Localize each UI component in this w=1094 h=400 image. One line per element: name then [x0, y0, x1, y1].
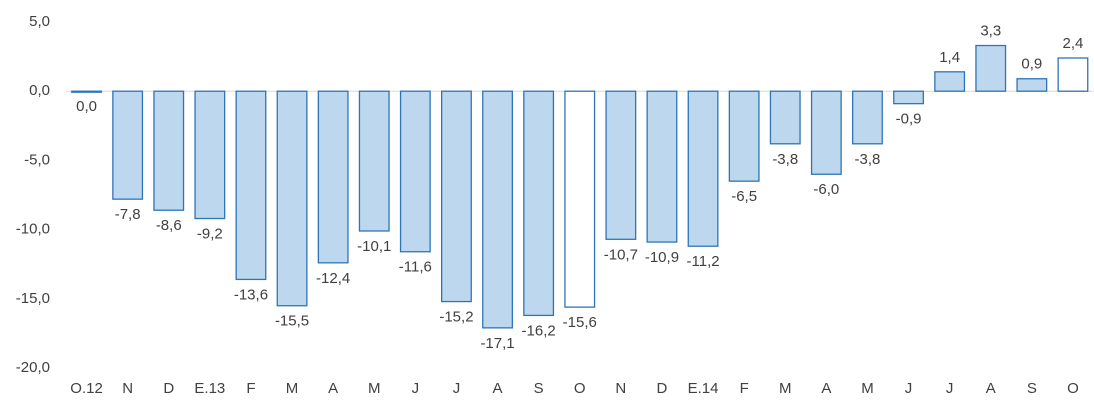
value-label: 0,0 — [76, 98, 97, 115]
bar — [1057, 57, 1089, 92]
value-label: -0,9 — [896, 111, 922, 128]
bar — [934, 71, 966, 92]
bar — [317, 90, 349, 264]
bar — [153, 90, 185, 211]
value-label: -11,6 — [399, 259, 432, 276]
value-label: -13,6 — [234, 286, 268, 303]
y-tick-label: -15,0 — [16, 290, 50, 307]
x-tick-label: F — [246, 380, 255, 397]
y-tick-label: -10,0 — [16, 221, 50, 238]
bar — [1016, 78, 1048, 92]
x-tick-label: E.13 — [194, 380, 225, 397]
value-label: 2,4 — [1063, 35, 1084, 52]
x-tick-label: M — [286, 380, 299, 397]
bar — [646, 90, 678, 243]
value-label: 0,9 — [1021, 56, 1042, 73]
bar — [235, 90, 267, 281]
y-tick-label: 0,0 — [29, 82, 50, 99]
value-label: -8,6 — [156, 217, 182, 234]
bar — [852, 90, 883, 145]
x-tick-label: N — [615, 380, 626, 397]
value-label: -3,8 — [855, 151, 881, 168]
x-tick-label: S — [534, 380, 544, 397]
bar — [441, 90, 472, 303]
bar — [482, 90, 513, 329]
x-tick-label: E.14 — [688, 380, 719, 397]
bar — [358, 90, 390, 232]
bar — [975, 44, 1007, 92]
x-tick-label: D — [163, 380, 174, 397]
bar — [810, 90, 842, 175]
bar — [71, 90, 102, 93]
value-label: -10,7 — [604, 246, 638, 263]
x-tick-label: O — [574, 380, 586, 397]
y-tick-label: -5,0 — [24, 151, 50, 168]
bar — [728, 90, 760, 182]
value-label: -3,8 — [772, 151, 798, 168]
value-label: -11,2 — [687, 253, 720, 270]
x-tick-label: A — [986, 380, 996, 397]
x-tick-label: J — [453, 380, 461, 397]
value-label: 3,3 — [980, 22, 1001, 39]
value-label: -10,1 — [357, 238, 391, 255]
x-tick-label: M — [779, 380, 792, 397]
bar — [893, 90, 924, 105]
value-label: -10,9 — [645, 249, 679, 266]
bar — [769, 90, 801, 145]
x-tick-label: A — [493, 380, 503, 397]
bar — [112, 90, 144, 200]
y-tick-label: 5,0 — [29, 13, 50, 30]
bar — [564, 90, 596, 308]
value-label: -15,5 — [275, 313, 309, 330]
x-tick-label: J — [905, 380, 913, 397]
x-tick-label: O — [1067, 380, 1079, 397]
y-tick-label: -20,0 — [16, 359, 50, 376]
x-tick-label: N — [122, 380, 133, 397]
value-label: -15,6 — [563, 314, 597, 331]
x-tick-label: J — [946, 380, 954, 397]
x-tick-label: J — [412, 380, 420, 397]
x-tick-label: A — [328, 380, 338, 397]
bar — [523, 90, 555, 317]
value-label: -17,1 — [480, 335, 514, 352]
bar — [276, 90, 308, 307]
x-tick-label: O.12 — [70, 380, 103, 397]
bar — [194, 90, 226, 220]
value-label: -6,0 — [813, 181, 839, 198]
value-label: -15,2 — [439, 309, 473, 326]
x-tick-label: D — [657, 380, 668, 397]
bar — [399, 90, 431, 253]
value-label: -6,5 — [731, 188, 757, 205]
x-tick-label: A — [821, 380, 831, 397]
bar — [687, 90, 719, 247]
value-label: -12,4 — [316, 270, 350, 287]
value-label: 1,4 — [939, 49, 960, 66]
value-label: -7,8 — [115, 206, 141, 223]
value-label: -16,2 — [522, 322, 556, 339]
x-tick-label: F — [740, 380, 749, 397]
x-tick-label: M — [861, 380, 874, 397]
value-label: -9,2 — [197, 225, 223, 242]
x-tick-label: M — [368, 380, 381, 397]
x-tick-label: S — [1027, 380, 1037, 397]
bar — [605, 90, 637, 240]
